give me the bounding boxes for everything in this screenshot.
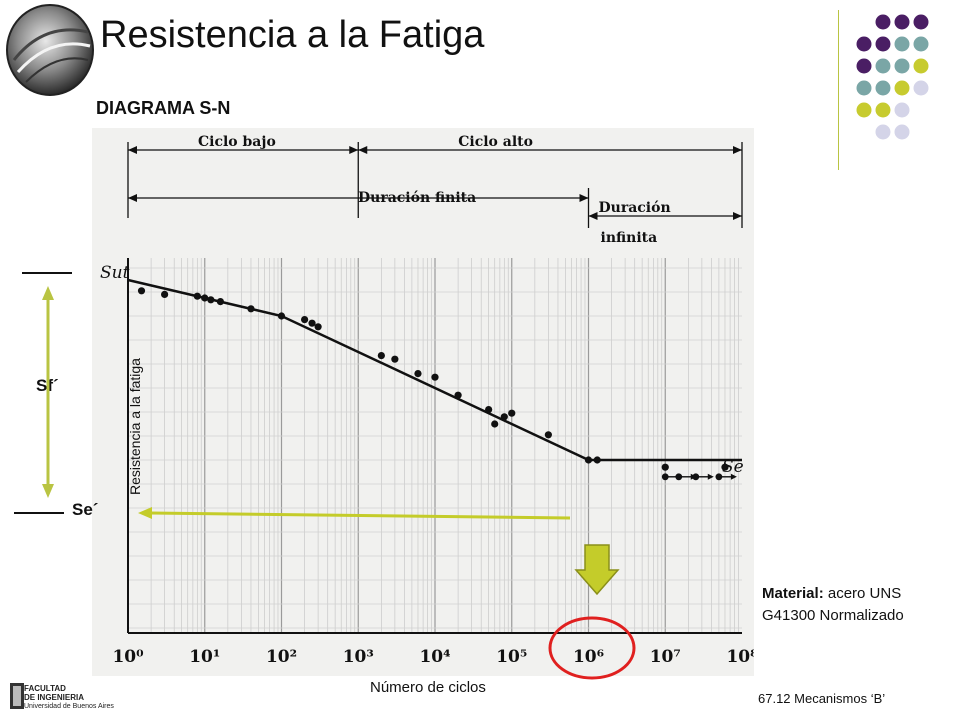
runout-point [715, 473, 723, 481]
material-value: acero UNS G41300 Normalizado [762, 585, 904, 624]
data-points [137, 287, 729, 471]
decorative-dot [856, 36, 872, 52]
x-tick-label: 10⁴ [419, 647, 450, 667]
decorative-dot [894, 80, 910, 96]
data-point [161, 290, 169, 298]
runout-point [675, 473, 683, 481]
x-axis-label: Número de ciclos [370, 679, 486, 696]
data-point [247, 305, 255, 313]
decorative-dot [875, 58, 891, 74]
decorative-dot [894, 124, 910, 140]
x-tick-label: 10⁰ [112, 647, 143, 667]
faculty-logo-line1: FACULTAD [24, 684, 66, 693]
sut-label: Sut [100, 263, 130, 283]
data-point [391, 355, 399, 363]
decorative-dot [875, 124, 891, 140]
decorative-dot [894, 58, 910, 74]
region-label: Duración finita [358, 190, 476, 206]
x-tick-label: 10⁸ [726, 647, 754, 667]
x-tick-label: 10⁵ [496, 647, 527, 667]
sf-label: Sf´ [36, 376, 59, 395]
data-point [201, 294, 209, 302]
runout-arrow [730, 473, 737, 480]
decorative-divider [838, 10, 839, 170]
decorative-dot [913, 58, 929, 74]
material-label: Material: [762, 585, 824, 602]
runout-point [661, 473, 669, 481]
data-point [137, 287, 146, 295]
region-label: Duración [599, 200, 671, 216]
runout-points [661, 473, 737, 481]
metal-logo-icon [6, 4, 94, 96]
data-point [593, 456, 601, 464]
data-point [207, 296, 215, 304]
decorative-dot [875, 102, 891, 118]
region-label: Ciclo alto [458, 134, 533, 150]
decorative-dot [913, 36, 929, 52]
decorative-dot [856, 80, 872, 96]
decorative-dots-icon [856, 14, 929, 140]
data-point [721, 463, 729, 471]
data-point [454, 391, 462, 399]
data-point [661, 463, 669, 471]
x-tick-label: 10² [266, 647, 297, 667]
data-point [508, 409, 516, 417]
data-point [301, 316, 309, 324]
data-point [500, 413, 508, 421]
course-label: 67.12 Mecanismos ‘B’ [758, 691, 886, 706]
data-point [308, 319, 316, 327]
sn-chart: Ciclo bajo Ciclo alto Duración finita Durac… [92, 128, 754, 676]
runout-arrow [707, 473, 714, 480]
decorative-dot [894, 36, 910, 52]
se-label: Se´ [72, 500, 99, 519]
chart-subtitle: DIAGRAMA S-N [96, 98, 231, 118]
decorative-dot [875, 80, 891, 96]
decorative-dot [875, 36, 891, 52]
region-label: infinita [601, 230, 658, 246]
faculty-logo-line2: DE INGENIERIA [24, 693, 85, 702]
chart-grid [127, 258, 742, 633]
data-point [485, 406, 493, 414]
data-point [277, 312, 286, 320]
decorative-dot [894, 14, 910, 30]
decorative-dot [856, 58, 872, 74]
data-point [216, 298, 225, 306]
decorative-dot [913, 14, 929, 30]
data-point [193, 292, 201, 300]
decorative-dot [913, 80, 929, 96]
runout-point [692, 473, 700, 481]
chart-axes [127, 258, 742, 634]
page-title: Resistencia a la Fatiga [100, 14, 485, 56]
data-point [314, 323, 322, 331]
faculty-logo-line3: Universidad de Buenos Aires [24, 703, 114, 710]
y-axis-label: Resistencia a la fatiga [127, 358, 143, 495]
x-tick-label: 10⁷ [650, 647, 681, 667]
decorative-dot [856, 102, 872, 118]
decorative-dot [894, 102, 910, 118]
data-point [584, 456, 593, 464]
data-point [544, 431, 552, 439]
material-note: Material: acero UNS G41300 Normalizado [762, 583, 952, 627]
data-point [491, 420, 499, 428]
x-tick-label: 10¹ [189, 647, 220, 667]
faculty-logo-icon [10, 683, 24, 709]
decorative-dot [875, 14, 891, 30]
x-tick-label: 10⁶ [573, 647, 604, 667]
region-annotations: Ciclo bajo Ciclo alto Duración finita Durac… [127, 134, 743, 246]
x-tick-labels: 10⁰ 10¹ 10² 10³ 10⁴ 10⁵ 10⁶ 10⁷ 10⁸ [112, 647, 754, 667]
data-point [431, 373, 439, 381]
data-point [414, 370, 422, 378]
x-tick-label: 10³ [343, 647, 374, 667]
region-label: Ciclo bajo [198, 134, 276, 150]
data-point [377, 352, 385, 360]
faculty-logo-text: FACULTAD DE INGENIERIA Universidad de Bu… [24, 684, 114, 711]
se-curve-label: Se [722, 457, 744, 477]
